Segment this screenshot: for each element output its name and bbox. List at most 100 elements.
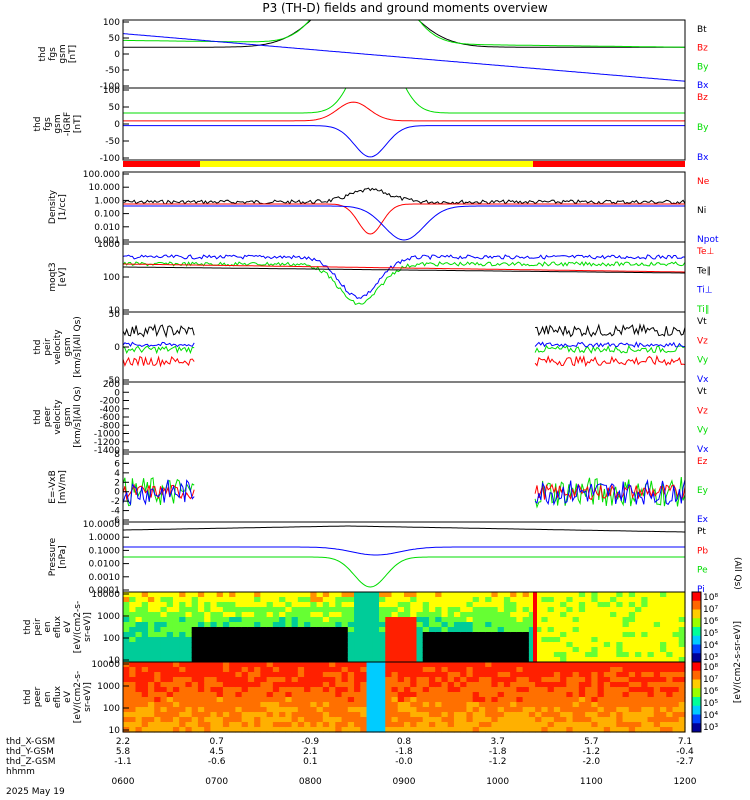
heatmap-cell [222,717,230,723]
heatmap-cell [229,597,236,603]
heatmap-cell [297,632,305,638]
heatmap-cell [628,722,636,728]
heatmap-cell [535,682,542,688]
heatmap-cell [210,692,218,698]
heatmap-cell [191,707,199,713]
heatmap-cell [447,702,455,708]
heatmap-cell [141,597,149,603]
heatmap-cell [304,667,311,673]
heatmap-cell [553,667,561,673]
y-axis-label-line: moqt3 [48,262,58,291]
heatmap-cell [404,632,411,638]
heatmap-cell [310,637,318,643]
heatmap-cell [560,647,567,653]
heatmap-cell [123,722,130,728]
heatmap-cell [404,697,411,703]
heatmap-cell [616,652,624,658]
heatmap-cell [135,632,143,638]
heatmap-cell [591,682,599,688]
heatmap-cell [547,632,555,638]
heatmap-cell [641,607,649,613]
heatmap-cell [123,712,130,718]
heatmap-cell [272,687,280,693]
y-axis-label-line: [km/s](All Qs) [73,316,83,378]
y-axis-label-line: E=-VxB [48,470,58,504]
heatmap-cell [291,612,299,618]
heatmap-cell [404,722,411,728]
heatmap-cell [385,612,393,618]
heatmap-cell [610,717,617,723]
heatmap-cell [410,702,418,708]
y-tick-label: 0.0010 [89,573,121,583]
heatmap-cell [247,667,255,673]
heatmap-cell [341,607,349,613]
heatmap-cell [522,612,530,618]
heatmap-cell [322,712,330,718]
heatmap-cell [547,687,555,693]
heatmap-cell [285,657,293,663]
heatmap-cell [397,632,405,638]
colorbar-segment [692,714,701,724]
heatmap-cell [266,652,274,658]
heatmap-cell [597,597,605,603]
heatmap-cell [572,607,580,613]
heatmap-cell [341,717,349,723]
heatmap-cell [678,642,686,648]
heatmap-cell [304,657,311,663]
y-axis-label-line: [nPa] [58,545,68,568]
heatmap-cell [222,687,230,693]
legend-entry: Ne [697,177,710,187]
heatmap-cell [147,652,155,658]
heatmap-cell [147,647,155,653]
heatmap-cell [416,707,424,713]
heatmap-cell [572,677,580,683]
heatmap-cell [179,712,187,718]
heatmap-cell [522,682,530,688]
heatmap-cell [272,677,280,683]
heatmap-cell [503,597,511,603]
heatmap-cell [141,672,149,678]
heatmap-cell [435,657,443,663]
heatmap-cell [279,717,286,723]
time-tick-label: 1100 [580,777,603,787]
heatmap-cell [491,637,499,643]
heatmap-cell [366,692,374,698]
heatmap-cell [241,647,249,653]
heatmap-cell [285,707,293,713]
heatmap-cell [304,707,311,713]
heatmap-cell [297,687,305,693]
heatmap-cell [672,662,680,668]
heatmap-cell [179,722,187,728]
y-axis-label-line: eflux [53,615,63,638]
heatmap-cell [260,617,268,623]
heatmap-cell [591,687,599,693]
heatmap-cell [385,592,393,598]
heatmap-cell [154,727,162,733]
heatmap-cell [566,727,574,733]
heatmap-cell [172,682,180,688]
heatmap-cell [272,712,280,718]
heatmap-cell [297,622,305,628]
heatmap-cell [260,652,268,658]
heatmap-cell [610,612,617,618]
heatmap-cell [516,597,524,603]
heatmap-cell [397,707,405,713]
heatmap-cell [285,672,293,678]
heatmap-cell [666,617,674,623]
heatmap-cell [229,687,236,693]
heatmap-cell [266,602,274,608]
heatmap-cell [316,662,324,668]
heatmap-cell [591,637,599,643]
heatmap-cell [491,652,499,658]
heatmap-cell [510,692,517,698]
heatmap-cell [285,612,293,618]
heatmap-cell [647,622,655,628]
heatmap-cell [466,702,474,708]
heatmap-cell [166,712,174,718]
heatmap-cell [441,662,449,668]
y-tick-label: 100 [103,18,120,28]
heatmap-cell [185,602,193,608]
heatmap-cell [578,657,586,663]
heatmap-cell [329,672,336,678]
series-line-red [123,101,685,122]
